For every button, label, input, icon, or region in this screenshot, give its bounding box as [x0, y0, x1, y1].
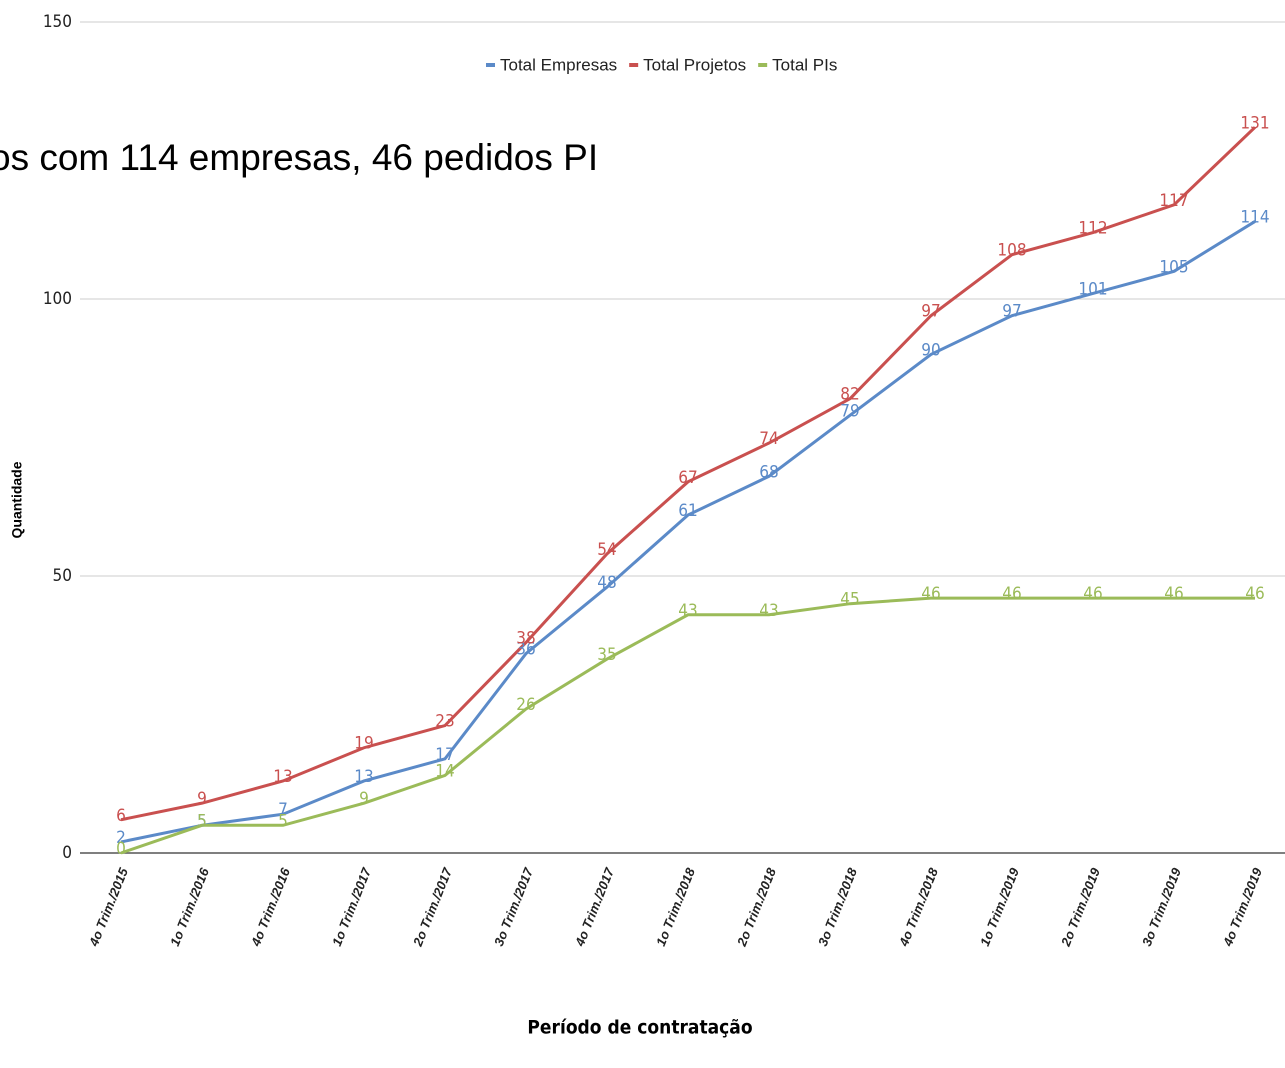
series-line [120, 220, 1256, 844]
data-label: 46 [1245, 584, 1264, 604]
data-label: 97 [1002, 302, 1021, 322]
y-tick-label: 150 [43, 12, 72, 32]
legend-swatch [758, 63, 768, 67]
data-label: 19 [354, 734, 373, 754]
data-label: 108 [997, 241, 1026, 261]
data-label: 79 [840, 401, 859, 421]
data-label: 35 [597, 645, 616, 665]
data-label: 45 [840, 590, 859, 610]
data-label: 43 [678, 601, 697, 621]
y-axis-title: Quantidade [9, 461, 25, 538]
data-label: 97 [921, 302, 940, 322]
data-label: 6 [116, 806, 126, 826]
data-label: 54 [597, 540, 616, 560]
data-label: 46 [1164, 584, 1183, 604]
data-label: 46 [1083, 584, 1102, 604]
legend-swatch [629, 63, 639, 67]
data-label: 105 [1159, 257, 1188, 277]
data-label: 36 [516, 640, 535, 660]
x-tick-label: 2o Trim./2017 [410, 865, 456, 949]
data-label: 117 [1159, 191, 1188, 211]
data-label: 48 [597, 573, 616, 593]
data-label: 46 [1002, 584, 1021, 604]
data-label: 90 [921, 340, 940, 360]
data-label: 13 [273, 767, 292, 787]
y-tick-label: 100 [43, 289, 72, 309]
data-label: 74 [759, 429, 778, 449]
x-tick-label: 4o Trim./2015 [86, 865, 132, 949]
data-label: 101 [1078, 279, 1107, 299]
x-tick-label: 4o Trim./2018 [896, 865, 942, 949]
data-label: 112 [1078, 219, 1107, 239]
data-label: 2 [116, 828, 126, 848]
legend-label: Total Empresas [500, 55, 617, 74]
x-tick-label: 3o Trim./2019 [1139, 865, 1184, 948]
series-line [120, 596, 1255, 855]
x-tick-label: 4o Trim./2017 [572, 865, 618, 949]
data-label: 131 [1240, 113, 1269, 133]
x-tick-label: 1o Trim./2017 [329, 865, 374, 948]
legend-label: Total Projetos [643, 55, 746, 74]
x-tick-label: 1o Trim./2019 [977, 865, 1022, 948]
data-label: 5 [197, 811, 207, 831]
data-label: 114 [1240, 207, 1269, 227]
data-label: 0 [116, 839, 126, 859]
y-tick-label: 0 [62, 843, 72, 863]
x-tick-label: 2o Trim./2018 [734, 865, 780, 949]
data-label: 5 [197, 811, 207, 831]
legend-swatch [486, 63, 495, 67]
x-tick-label: 4o Trim./2019 [1220, 865, 1266, 949]
overlay-text: os com 114 empresas, 46 pedidos PI [0, 137, 598, 178]
data-label: 5 [278, 811, 288, 831]
data-label: 13 [354, 767, 373, 787]
data-label: 23 [435, 712, 454, 732]
data-label: 7 [278, 800, 288, 820]
x-tick-label: 1o Trim./2016 [167, 865, 212, 948]
data-label: 61 [678, 501, 697, 521]
legend-label: Total PIs [772, 55, 837, 74]
data-label: 14 [435, 761, 454, 781]
data-label: 38 [516, 628, 535, 648]
x-tick-label: 3o Trim./2018 [815, 865, 860, 948]
x-axis-title: Período de contratação [527, 1017, 752, 1039]
x-tick-label: 1o Trim./2018 [653, 865, 698, 948]
data-label: 9 [197, 789, 207, 809]
series-line [120, 126, 1257, 822]
data-label: 46 [921, 584, 940, 604]
data-label: 9 [359, 789, 369, 809]
data-label: 17 [435, 745, 454, 765]
y-tick-label: 50 [53, 566, 72, 586]
data-label: 82 [840, 385, 859, 405]
x-tick-label: 4o Trim./2016 [248, 865, 294, 949]
data-label: 67 [678, 468, 697, 488]
data-label: 26 [516, 695, 535, 715]
data-label: 43 [759, 601, 778, 621]
data-label: 68 [759, 462, 778, 482]
x-tick-label: 2o Trim./2019 [1058, 865, 1104, 949]
x-tick-label: 3o Trim./2017 [491, 865, 536, 948]
